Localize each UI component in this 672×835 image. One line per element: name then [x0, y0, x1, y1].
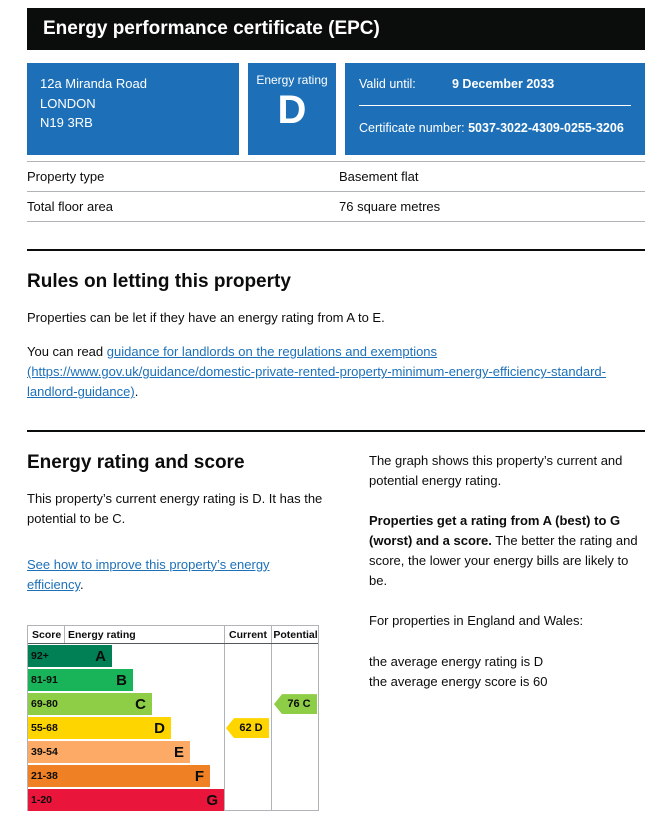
chart-potential-column-line: [271, 626, 272, 811]
chart-bands: 92+ A 81-91 B 69-80 C 55-68 D 39-54 E 21-38 F 1-20 G: [28, 645, 318, 813]
rating-explainer-bold: Properties get a rating from A (best) to…: [369, 512, 621, 548]
band-bar-e: E: [64, 741, 190, 764]
certificate-number-value: 5037-3022-4309-0255-3206: [468, 121, 624, 135]
band-bar-g: G: [64, 789, 224, 812]
graph-description-paragraph: The graph shows this property’s current …: [369, 452, 623, 488]
guidance-text-suffix: .: [134, 384, 139, 400]
band-score-label: 81-91: [28, 669, 64, 692]
band-score-label: 21-38: [28, 765, 64, 788]
floor-area-label: Total floor area: [27, 199, 113, 214]
band-score-label: 55-68: [28, 717, 64, 740]
chart-header-underline: [28, 643, 318, 645]
band-bar-a: A: [64, 645, 112, 668]
averages-paragraph: the average energy rating is D the averag…: [369, 652, 645, 692]
energy-rating-box: Energy rating D: [248, 63, 336, 155]
landlord-guidance-link[interactable]: guidance for landlords on the regulation…: [27, 344, 606, 400]
guidance-text-prefix: You can read: [27, 344, 107, 360]
energy-rating-value: D: [277, 88, 307, 132]
property-type-label: Property type: [27, 169, 105, 184]
band-score-label: 92+: [28, 645, 64, 668]
rules-paragraph: Properties can be let if they have an en…: [27, 310, 385, 325]
current-rating-marker: 62 D: [226, 718, 269, 739]
chart-current-column-line: [224, 626, 225, 811]
chart-potential-header: Potential: [273, 629, 318, 642]
validity-box: Valid until: 9 December 2033 Certificate…: [345, 63, 645, 155]
property-address: 12a Miranda Road LONDON N19 3RB: [27, 63, 239, 155]
energy-rating-right-column: The graph shows this property’s current …: [369, 432, 645, 812]
certificate-summary-panel: 12a Miranda Road LONDON N19 3RB Energy r…: [27, 63, 645, 155]
rating-explainer-paragraph: Properties get a rating from A (best) to…: [369, 511, 645, 592]
improve-efficiency-link[interactable]: See how to improve this property’s energ…: [27, 556, 270, 592]
valid-until-row: Valid until: 9 December 2033: [359, 73, 631, 106]
rating-explainer-rest: The better the rating and score, the low…: [369, 532, 638, 589]
energy-rating-left-column: Energy rating and score This property’s …: [27, 432, 329, 812]
chart-score-header: Score: [32, 629, 62, 642]
improve-link-paragraph: See how to improve this property’s energ…: [27, 555, 329, 595]
address-line-1: 12a Miranda Road: [40, 76, 147, 91]
band-bar-f: F: [64, 765, 210, 788]
floor-area-value: 76 square metres: [339, 199, 441, 214]
improve-link-suffix: .: [80, 576, 84, 592]
current-rating-paragraph: This property’s current energy rating is…: [27, 490, 323, 526]
valid-until-date: 9 December 2033: [452, 77, 555, 91]
page-title: Energy performance certificate (EPC): [27, 8, 645, 50]
epc-band-row-f: 21-38 F: [28, 765, 318, 788]
certificate-number-label: Certificate number:: [359, 121, 465, 135]
band-bar-b: B: [64, 669, 133, 692]
property-type-value: Basement flat: [339, 169, 419, 184]
epc-band-row-a: 92+ A: [28, 645, 318, 668]
section-divider: [27, 429, 645, 432]
epc-band-row-e: 39-54 E: [28, 741, 318, 764]
energy-rating-section: Energy rating and score This property’s …: [27, 432, 645, 812]
chart-rating-header: Energy rating: [68, 629, 136, 642]
section-divider: [27, 249, 645, 251]
region-paragraph: For properties in England and Wales:: [369, 613, 584, 629]
table-row: Property type Basement flat: [27, 161, 645, 191]
epc-rating-chart: Score Energy rating Current Potential 92…: [27, 625, 319, 813]
potential-rating-marker: 76 C: [274, 694, 317, 715]
band-score-label: 39-54: [28, 741, 64, 764]
rules-guidance-paragraph: You can read guidance for landlords on t…: [27, 342, 645, 402]
valid-until-label: Valid until:: [359, 77, 416, 91]
band-score-label: 69-80: [28, 693, 64, 716]
average-rating-line: the average energy rating is D: [369, 653, 544, 669]
table-row: Total floor area 76 square metres: [27, 191, 645, 221]
chart-current-header: Current: [229, 629, 267, 642]
property-details-table: Property type Basement flat Total floor …: [27, 161, 645, 222]
band-score-label: 1-20: [28, 789, 64, 812]
address-line-3: N19 3RB: [40, 115, 93, 130]
certificate-number-row: Certificate number: 5037-3022-4309-0255-…: [359, 106, 631, 135]
average-score-line: the average energy score is 60: [369, 673, 548, 689]
band-bar-c: C: [64, 693, 152, 716]
energy-section-heading: Energy rating and score: [27, 451, 245, 473]
address-line-2: LONDON: [40, 95, 96, 111]
chart-score-divider: [64, 626, 65, 644]
energy-rating-label: Energy rating: [256, 73, 328, 87]
epc-band-row-d: 55-68 D: [28, 717, 318, 740]
epc-band-row-c: 69-80 C: [28, 693, 318, 716]
rules-heading: Rules on letting this property: [27, 271, 291, 292]
band-bar-d: D: [64, 717, 171, 740]
epc-band-row-b: 81-91 B: [28, 669, 318, 692]
epc-band-row-g: 1-20 G: [28, 789, 318, 812]
